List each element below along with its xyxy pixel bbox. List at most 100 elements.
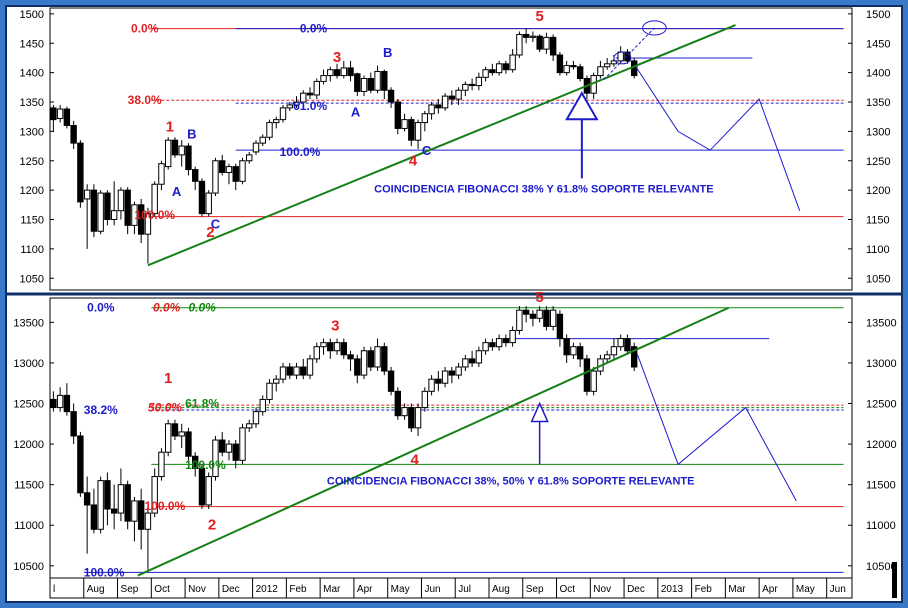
candle-1-34 [279,366,287,380]
y-tick-left-0-0: 1050 [20,273,44,285]
y-tick-left-1-0: 10500 [13,561,44,573]
fib-label-1-0: 0.0% [87,301,115,315]
candle-1-2 [63,394,71,413]
candle-0-31 [259,136,266,144]
x-label-22: May [796,584,815,595]
candle-1-22 [198,467,206,506]
candle-1-73 [543,309,550,327]
candle-1-78 [576,346,584,360]
candle-1-47 [367,350,375,368]
x-label-13: Aug [492,584,510,595]
candle-1-23 [205,476,212,506]
abc-label-0-3: A [351,105,361,120]
candle-1-59 [448,370,456,376]
candle-0-39 [313,80,320,96]
x-label-0: l [53,584,55,595]
x-axis-layer: l Aug Sep Oct Nov Dec 2012 Feb Mar Apr May Jun Jul Au… [49,578,846,598]
candle-1-5 [83,492,91,506]
candle-0-57 [435,104,442,109]
x-label-9: Apr [357,584,373,595]
candle-0-67 [502,63,510,71]
y-tick-left-0-9: 1500 [20,9,44,21]
candle-0-53 [408,119,415,141]
candle-0-28 [239,160,246,182]
candle-1-15 [151,476,158,514]
candle-0-51 [394,101,402,129]
projection-path-1 [637,354,797,502]
candle-0-50 [387,89,395,103]
candle-0-35 [286,104,293,109]
y-tick-left-0-3: 1200 [20,185,44,197]
candle-1-3 [70,411,77,437]
y-tick-right-1-0: 10500 [866,561,897,573]
abc-label-0-2: C [211,216,221,231]
x-label-5: Dec [222,584,240,595]
candle-0-72 [536,35,543,50]
candle-1-77 [570,346,577,356]
candle-0-7 [97,192,104,232]
candle-0-30 [252,142,260,153]
candle-1-57 [435,378,442,384]
scroll-handle[interactable] [892,562,897,598]
y-tick-left-0-7: 1400 [20,68,44,80]
candle-1-0 [50,398,57,409]
candle-1-9 [110,508,118,514]
candle-0-40 [320,75,327,82]
trendline-1 [137,306,730,577]
candle-1-86 [630,346,638,368]
candle-0-0 [50,107,57,121]
candle-1-61 [462,358,469,368]
y-tick-left-1-1: 11000 [14,520,44,532]
candle-0-76 [563,65,570,74]
projection-path-0 [635,66,801,211]
target-ellipse-0-0 [642,20,667,36]
wave-label-1-0: 1 [164,370,172,387]
candle-0-69 [516,33,523,56]
candle-1-68 [509,329,516,344]
candle-1-80 [590,370,597,392]
candle-1-63 [475,350,483,364]
candle-1-21 [192,455,199,469]
annotation-1: COINCIDENCIA FIBONACCI 38%, 50% Y 61.8% … [327,476,695,488]
candle-1-29 [246,423,253,429]
candle-0-12 [131,204,138,226]
candle-0-20 [185,145,192,171]
x-label-20: Mar [728,584,746,595]
target-ellipse-0-1 [613,51,632,65]
candle-0-2 [63,108,71,127]
x-label-2: Sep [121,584,139,595]
candle-1-75 [556,313,564,340]
candle-0-19 [178,145,185,156]
candle-1-36 [293,366,300,376]
candle-1-66 [495,338,503,348]
candle-1-10 [117,484,125,514]
candle-1-11 [124,484,131,522]
candle-0-66 [495,63,503,74]
candle-0-68 [509,54,516,71]
candle-0-43 [340,67,347,77]
y-tick-left-0-1: 1100 [20,244,44,256]
candle-0-46 [360,78,368,92]
y-tick-right-1-3: 12000 [866,439,897,451]
y-tick-left-0-2: 1150 [20,215,44,227]
candle-0-41 [327,69,334,77]
candle-1-14 [144,512,152,530]
candle-0-42 [333,69,341,77]
fib-label-0-5: 100.0% [134,208,175,222]
candle-1-25 [219,439,226,453]
candle-0-25 [219,160,226,173]
candle-0-70 [522,33,530,38]
y-tick-right-0-9: 1500 [866,9,890,21]
candle-0-4 [77,142,84,203]
x-label-1: Aug [87,584,105,595]
fib-label-1-4: 50.0% [148,401,182,415]
candle-1-43 [340,342,347,356]
x-label-11: Jun [424,584,440,595]
candle-0-9 [110,210,118,220]
wave-label-0-3: 4 [409,152,418,169]
fib-label-1-7: 100.0% [145,499,186,513]
candle-0-1 [56,108,64,119]
x-label-7: Feb [289,584,307,595]
wave-label-0-0: 1 [166,118,174,135]
x-label-16: Nov [593,584,611,595]
